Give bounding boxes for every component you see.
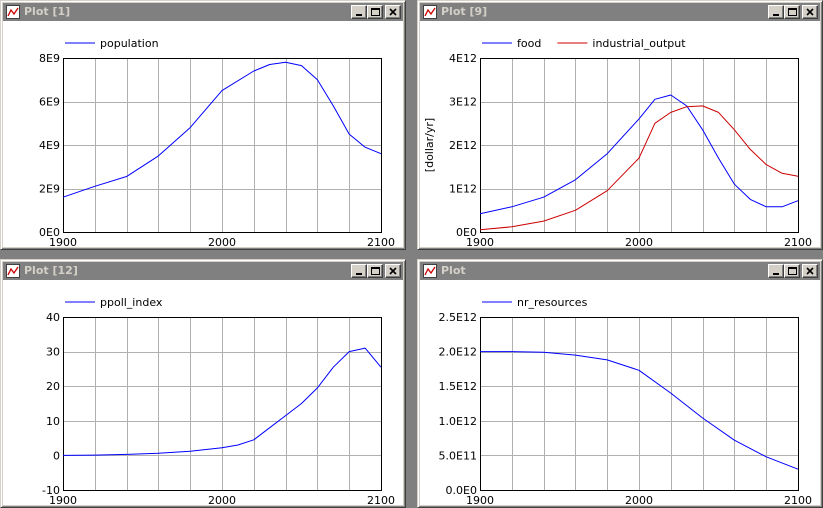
y-tick-label: 30 <box>46 346 60 359</box>
plot-app-icon[interactable] <box>422 4 438 20</box>
plot-window-9[interactable]: Plot [9] 0E0 1E12 2E12 3E12 4E12 1900 2000 2100… <box>417 0 823 250</box>
plot-window-12[interactable]: Plot [12] -10 0 10 20 30 40 1900 2000 2100 ppoll_… <box>0 259 406 508</box>
x-tick-label: 2100 <box>367 494 395 505</box>
y-tick-label: 2.5E12 <box>439 311 477 324</box>
legend-label: industrial_output <box>592 37 686 50</box>
window-title: Plot <box>441 264 466 277</box>
x-tick-label: 2000 <box>208 494 236 505</box>
y-tick-label: 2E12 <box>449 139 477 152</box>
y-tick-label: 0E0 <box>39 226 60 239</box>
x-tick-label: 2100 <box>367 236 395 247</box>
plot-frame <box>480 317 799 491</box>
plot-frame <box>63 58 382 233</box>
close-button[interactable] <box>385 5 401 19</box>
x-tick-label: 2000 <box>625 494 653 505</box>
y-tick-label: 1.0E12 <box>439 415 477 428</box>
minimize-button[interactable] <box>351 264 367 278</box>
y-tick-label: 2E9 <box>39 183 60 196</box>
maximize-button[interactable] <box>784 5 800 19</box>
y-tick-label: 0E0 <box>456 226 477 239</box>
plot-app-icon[interactable] <box>5 263 21 279</box>
minimize-button[interactable] <box>351 5 367 19</box>
grid <box>480 317 798 490</box>
plot-frame <box>63 317 382 491</box>
y-tick-label: 40 <box>46 311 60 324</box>
title-bar[interactable]: Plot <box>420 262 820 280</box>
title-bar[interactable]: Plot [1] <box>3 3 403 21</box>
close-button[interactable] <box>385 264 401 278</box>
y-tick-label: 20 <box>46 380 60 393</box>
x-tick-label: 2100 <box>784 494 812 505</box>
close-button[interactable] <box>802 264 818 278</box>
y-tick-label: 6E9 <box>39 96 60 109</box>
line-chart: 0E0 1E12 2E12 3E12 4E12 1900 2000 2100 [dollar/y… <box>423 37 812 247</box>
x-tick-label: 1900 <box>466 236 494 247</box>
maximize-button[interactable] <box>367 264 383 278</box>
legend-label: nr_resources <box>517 296 588 309</box>
y-tick-label: 0.0E0 <box>446 484 477 497</box>
line-chart: 0.0E0 5.0E11 1.0E12 1.5E12 2.0E12 2.5E12 1900 2… <box>439 296 812 505</box>
y-axis-label: [dollar/yr] <box>423 118 436 172</box>
grid <box>63 317 381 490</box>
series-line <box>62 347 382 456</box>
y-tick-label: 0 <box>53 449 60 462</box>
y-tick-label: 1.5E12 <box>439 380 477 393</box>
plot-area[interactable]: 0.0E0 5.0E11 1.0E12 1.5E12 2.0E12 2.5E12 1900 2… <box>420 280 820 505</box>
plot-area[interactable]: 0E0 1E12 2E12 3E12 4E12 1900 2000 2100 [dollar/y… <box>420 21 820 247</box>
y-tick-label: 10 <box>46 415 60 428</box>
plot-app-icon[interactable] <box>422 263 438 279</box>
plot-window[interactable]: Plot 0.0E0 5.0E11 1.0E12 1.5E12 2.0E12 2.5E12… <box>417 259 823 508</box>
plot-app-icon[interactable] <box>5 4 21 20</box>
legend-label: ppoll_index <box>100 296 163 309</box>
minimize-button[interactable] <box>768 5 784 19</box>
y-tick-label: 2.0E12 <box>439 346 477 359</box>
legend-item: industrial_output <box>557 37 686 50</box>
x-tick-label: 1900 <box>49 236 77 247</box>
window-title: Plot [9] <box>441 5 488 18</box>
x-tick-label: 2000 <box>208 236 236 247</box>
maximize-button[interactable] <box>367 5 383 19</box>
x-tick-label: 1900 <box>49 494 77 505</box>
plot-area[interactable]: -10 0 10 20 30 40 1900 2000 2100 ppoll_index <box>3 280 403 505</box>
grid <box>63 58 381 232</box>
legend-item: ppoll_index <box>65 296 163 309</box>
window-title: Plot [12] <box>24 264 78 277</box>
plot-window-1[interactable]: Plot [1] 0E0 2E9 4E9 6E9 8E9 1900 2000 2100 popu… <box>0 0 406 250</box>
series-line <box>479 94 799 215</box>
x-tick-label: 2000 <box>625 236 653 247</box>
series-line <box>62 61 382 198</box>
line-chart: -10 0 10 20 30 40 1900 2000 2100 ppoll_index <box>42 296 395 505</box>
legend-item: population <box>65 37 159 50</box>
close-button[interactable] <box>802 5 818 19</box>
y-tick-label: 5.0E11 <box>439 449 477 462</box>
y-tick-label: 1E12 <box>449 183 477 196</box>
legend-item: food <box>482 37 541 50</box>
line-chart: 0E0 2E9 4E9 6E9 8E9 1900 2000 2100 population <box>39 37 395 247</box>
x-tick-label: 2100 <box>784 236 812 247</box>
y-tick-label: 4E12 <box>449 52 477 65</box>
plot-frame <box>480 58 799 233</box>
grid <box>480 58 798 232</box>
series-line <box>480 351 799 470</box>
legend-item: nr_resources <box>482 296 588 309</box>
plot-area[interactable]: 0E0 2E9 4E9 6E9 8E9 1900 2000 2100 population <box>3 21 403 247</box>
window-title: Plot [1] <box>24 5 71 18</box>
maximize-button[interactable] <box>784 264 800 278</box>
y-tick-label: 3E12 <box>449 96 477 109</box>
y-tick-label: 8E9 <box>39 52 60 65</box>
y-tick-label: -10 <box>42 484 60 497</box>
legend-label: food <box>517 37 541 50</box>
series-line <box>479 105 799 231</box>
title-bar[interactable]: Plot [9] <box>420 3 820 21</box>
title-bar[interactable]: Plot [12] <box>3 262 403 280</box>
x-tick-label: 1900 <box>466 494 494 505</box>
y-tick-label: 4E9 <box>39 139 60 152</box>
legend-label: population <box>100 37 159 50</box>
minimize-button[interactable] <box>768 264 784 278</box>
